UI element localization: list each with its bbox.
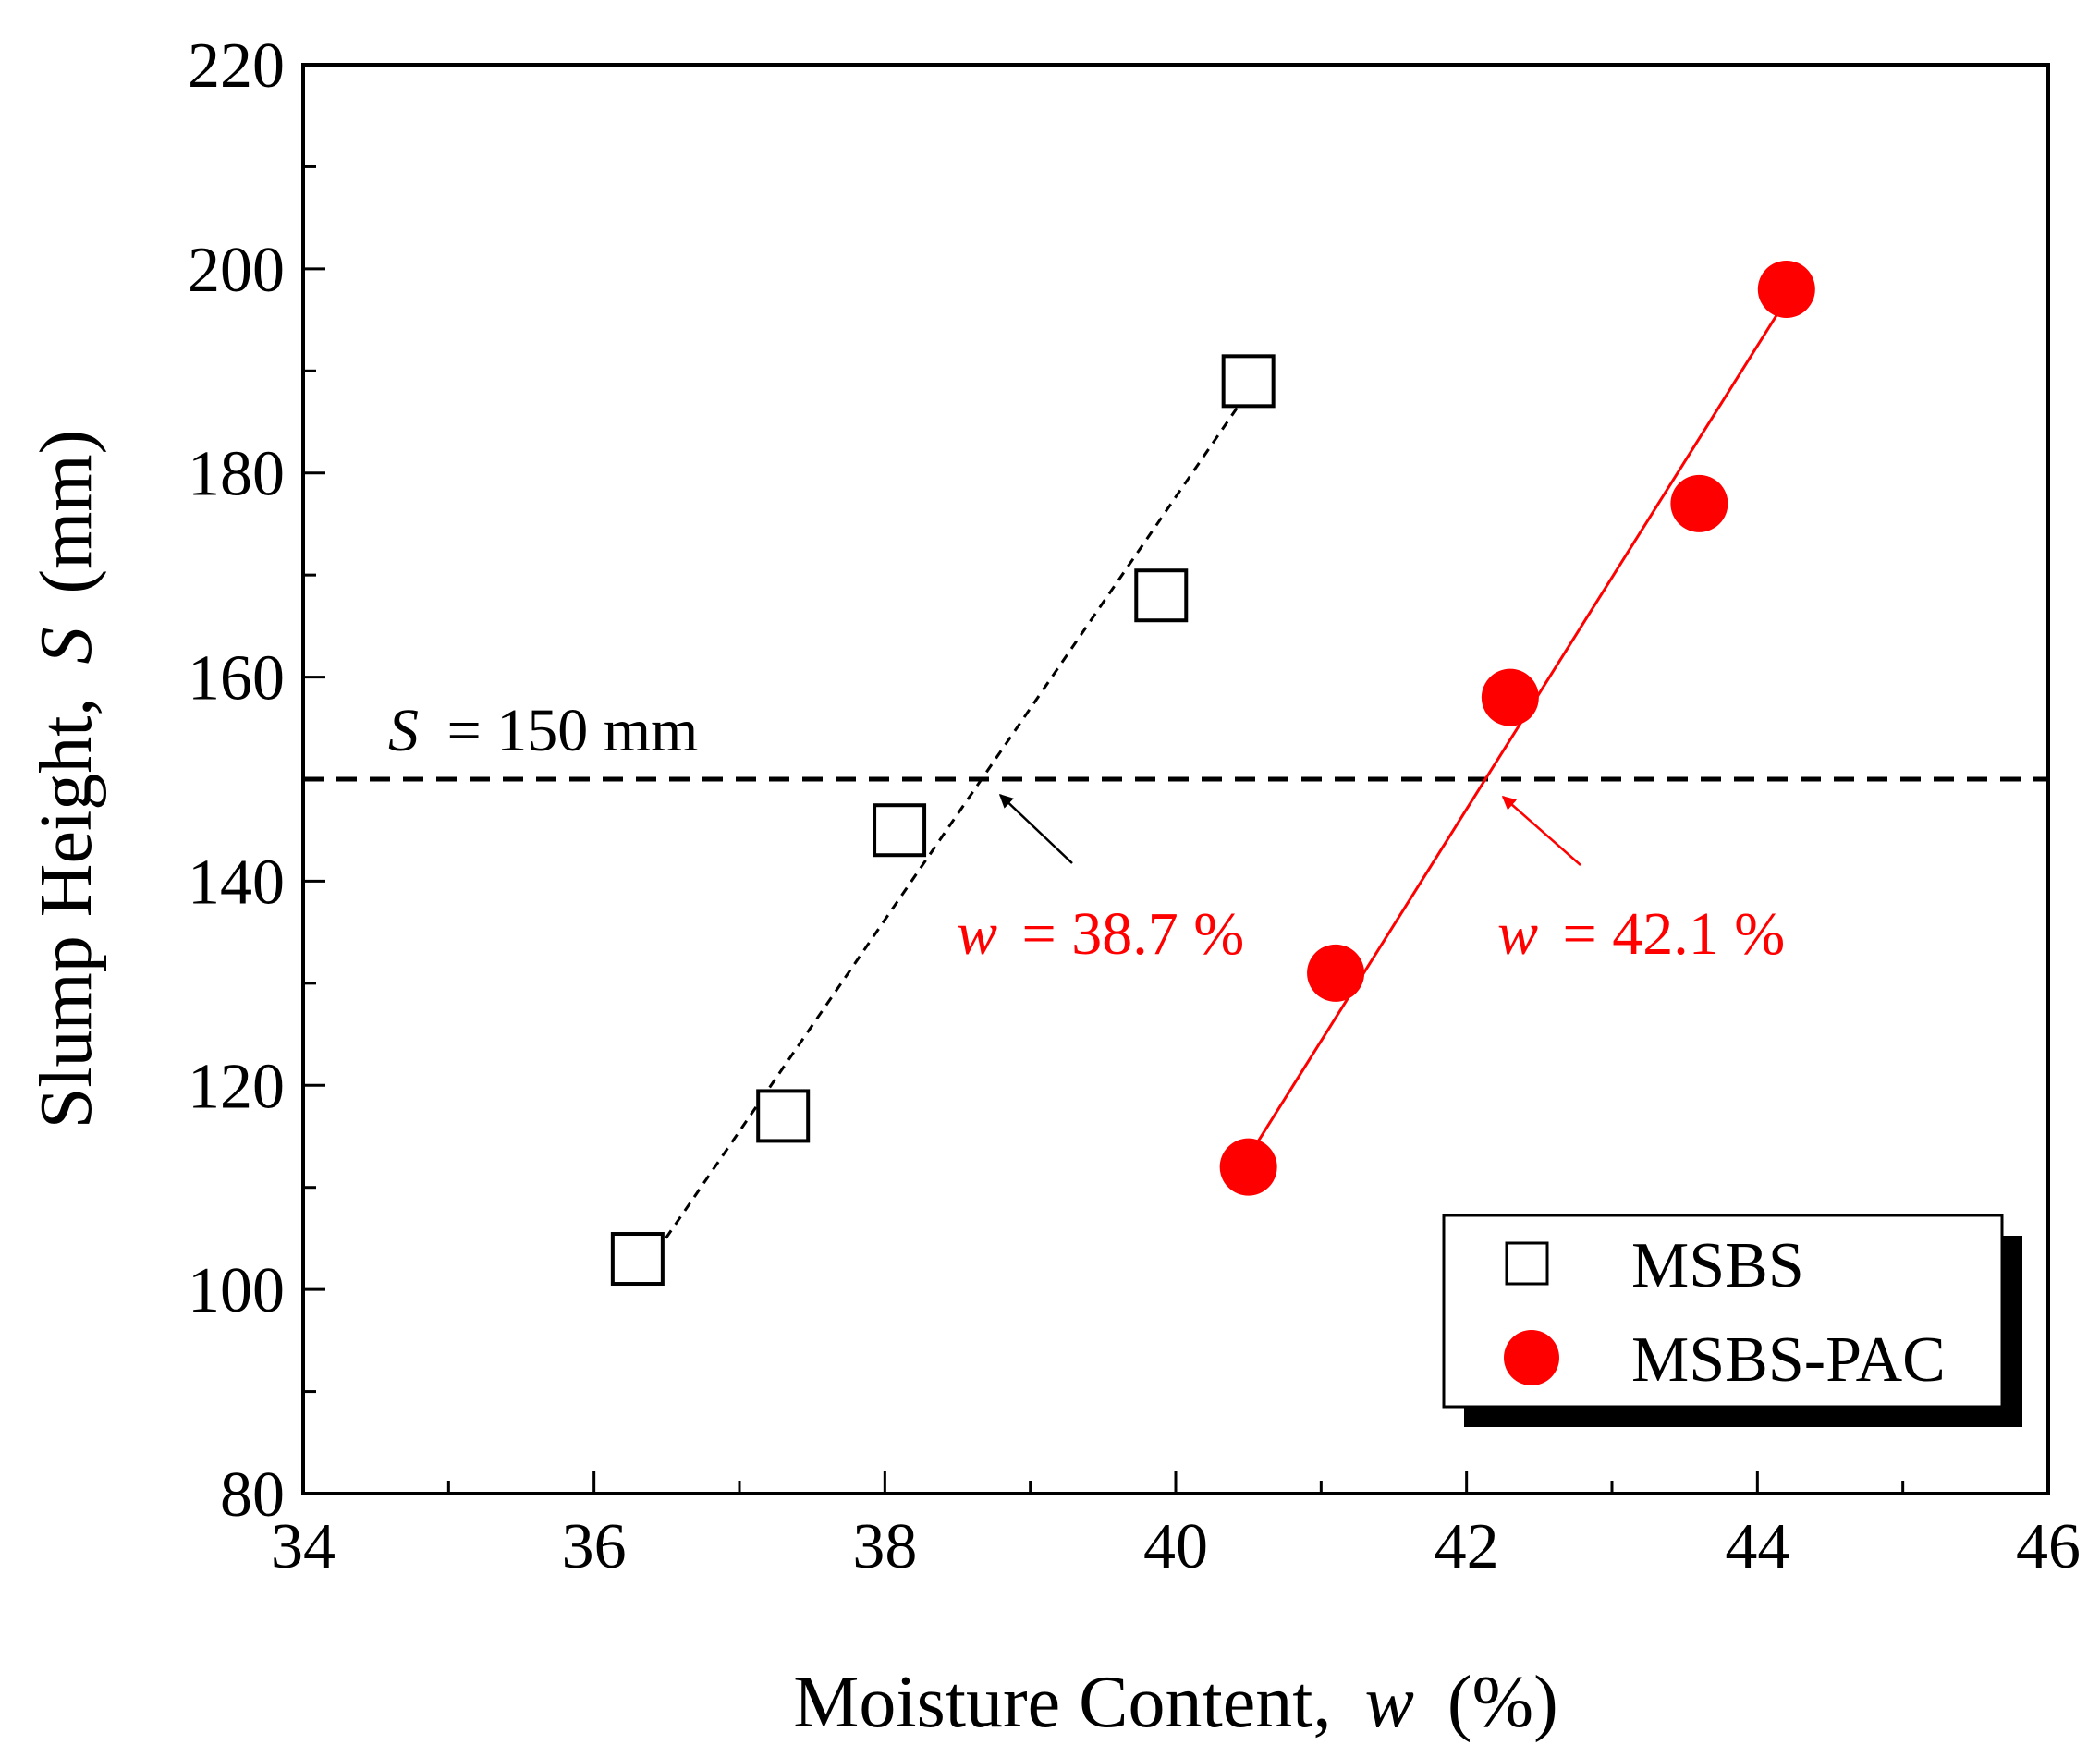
reference-line-label: S = 150 mm: [388, 697, 698, 764]
point-msbs-2: [756, 1089, 811, 1143]
axis-ticks: [301, 63, 2050, 1495]
annotation-2-text: = 42.1 %: [1563, 900, 1786, 968]
y-tick-label-220: 220: [188, 31, 285, 102]
x-tick-label-36: 36: [562, 1511, 627, 1582]
x-axis-title: Moisture Content, w (%): [793, 1662, 1557, 1743]
y-tick-label-120: 120: [188, 1051, 285, 1122]
reference-line-label-var: S: [388, 697, 419, 764]
y-axis-title-text: Slump Height,: [26, 698, 107, 1129]
annotation-1-text: = 38.7 %: [1022, 900, 1245, 968]
annotation-arrow-1: [998, 793, 1073, 864]
point-msbs-pac-5: [1757, 260, 1815, 318]
y-tick-label-80: 80: [220, 1459, 285, 1531]
point-msbs-pac-2: [1307, 944, 1365, 1002]
y-tick-label-140: 140: [188, 847, 285, 918]
x-tick-label-42: 42: [1435, 1511, 1499, 1582]
x-axis-title-text: Moisture Content,: [793, 1662, 1331, 1743]
point-msbs-1: [610, 1232, 665, 1287]
legend-label-msbs: MSBS: [1631, 1230, 1804, 1301]
point-msbs-3: [873, 803, 927, 858]
fit-line-msbs: [636, 390, 1250, 1280]
legend-marker-msbs: [1505, 1241, 1549, 1286]
x-tick-label-46: 46: [2016, 1511, 2081, 1582]
fit-lines: [636, 299, 1789, 1280]
annotation-arrow-2: [1501, 796, 1581, 866]
point-msbs-5: [1221, 354, 1276, 409]
annotation-2: w = 42.1 %: [1497, 900, 1785, 968]
legend-label-msbs-pac: MSBS-PAC: [1631, 1324, 1946, 1396]
reference-line-label-text: = 150 mm: [447, 697, 699, 764]
x-axis-title-var: w: [1364, 1662, 1413, 1743]
y-axis-title-var: S: [26, 628, 107, 665]
y-axis-title-unit: (mm): [26, 430, 107, 594]
x-tick-label-34: 34: [271, 1511, 336, 1582]
y-tick-label-200: 200: [188, 235, 285, 306]
x-tick-label-38: 38: [852, 1511, 917, 1582]
annotation-1: w = 38.7 %: [957, 900, 1244, 968]
y-tick-label-100: 100: [188, 1255, 285, 1326]
data-points: [610, 260, 1815, 1287]
x-tick-label-40: 40: [1143, 1511, 1208, 1582]
tick-labels: 34 36 38 40 42 44 46 80 100 120 140 160 180 200 220: [188, 31, 2081, 1582]
annotation-2-var: w: [1497, 900, 1538, 968]
point-msbs-4: [1134, 568, 1189, 623]
point-msbs-pac-4: [1670, 474, 1728, 532]
annotation-1-var: w: [957, 900, 997, 968]
y-tick-label-180: 180: [188, 439, 285, 510]
legend-marker-msbs-pac: [1504, 1330, 1559, 1385]
point-msbs-pac-1: [1219, 1138, 1277, 1196]
x-axis-title-unit: (%): [1447, 1662, 1558, 1743]
fit-line-msbs-pac: [1247, 299, 1789, 1158]
point-msbs-pac-3: [1481, 668, 1539, 726]
legend: MSBS MSBS-PAC: [1442, 1214, 2022, 1427]
x-tick-label-44: 44: [1725, 1511, 1789, 1582]
y-tick-label-160: 160: [188, 643, 285, 714]
y-axis-title: Slump Height, S (mm): [26, 430, 107, 1129]
